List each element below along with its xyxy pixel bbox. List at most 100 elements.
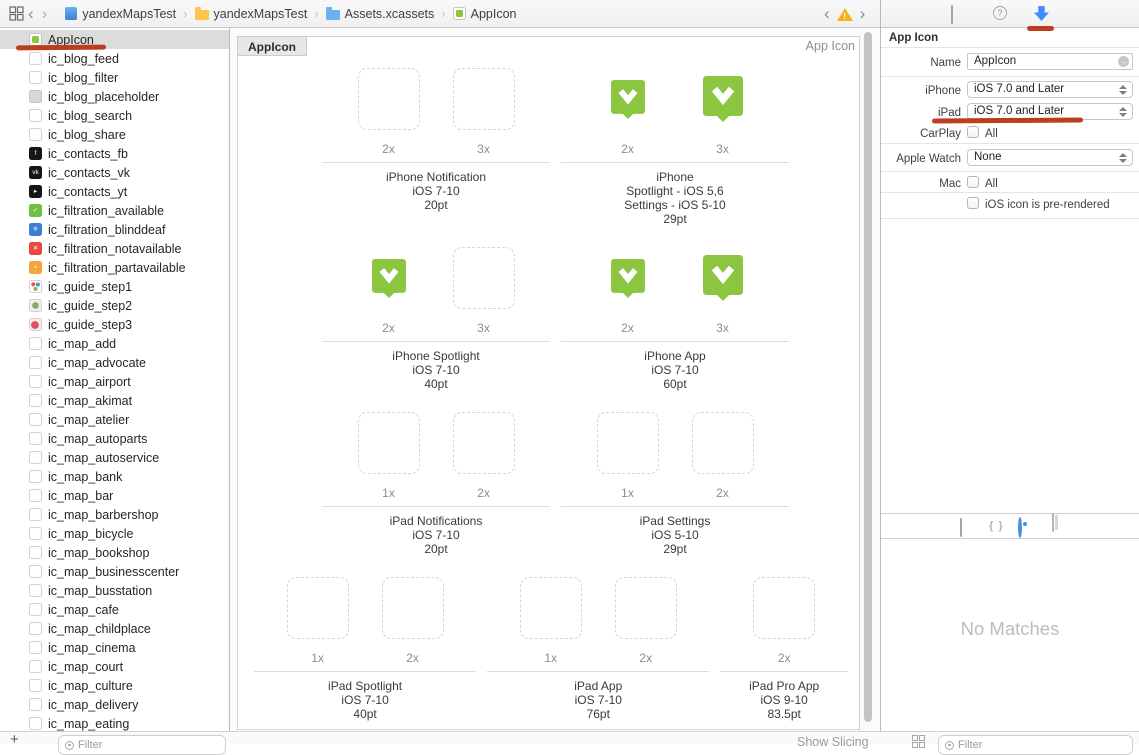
media-library-icon[interactable] xyxy=(1018,517,1022,538)
sidebar-filter-input[interactable]: Filter xyxy=(58,735,226,755)
issue-navigator-controls: ‹ ! › xyxy=(820,0,869,28)
icon-well-empty[interactable] xyxy=(614,577,677,639)
asset-thumbnail-icon xyxy=(29,432,42,445)
mac-checkbox-label: All xyxy=(985,178,998,190)
icon-well-empty[interactable] xyxy=(691,412,754,474)
sidebar-item-ic_guide_step2[interactable]: ic_guide_step2 xyxy=(0,296,229,315)
scale-label: 1x xyxy=(544,651,558,665)
show-slicing-button[interactable]: Show Slicing xyxy=(797,735,869,749)
file-inspector-tab-icon[interactable] xyxy=(951,5,953,24)
sidebar-item-ic_filtration_notavailable[interactable]: ✕ ic_filtration_notavailable xyxy=(0,239,229,258)
slot-group-title: iPad App iOS 7-10 76pt xyxy=(487,679,709,721)
icon-well-empty[interactable] xyxy=(452,247,515,309)
sidebar-item-ic_map_court[interactable]: ic_map_court xyxy=(0,657,229,676)
quick-help-tab-icon[interactable]: ? xyxy=(993,6,1007,20)
sidebar-item-ic_map_add[interactable]: ic_map_add xyxy=(0,334,229,353)
sidebar-item-ic_blog_search[interactable]: ic_blog_search xyxy=(0,106,229,125)
sidebar-item-ic_contacts_yt[interactable]: ▸ ic_contacts_yt xyxy=(0,182,229,201)
breadcrumb-item[interactable]: yandexMapsTest xyxy=(194,7,307,21)
sidebar-item-label: ic_filtration_blinddeaf xyxy=(48,222,166,237)
sidebar-item-ic_filtration_blinddeaf[interactable]: ✳ ic_filtration_blinddeaf xyxy=(0,220,229,239)
sidebar-item-ic_map_atelier[interactable]: ic_map_atelier xyxy=(0,410,229,429)
breadcrumb-item[interactable]: AppIcon xyxy=(452,6,517,21)
sidebar-item-ic_map_eating[interactable]: ic_map_eating xyxy=(0,714,229,733)
breadcrumb-label: AppIcon xyxy=(470,6,517,21)
sidebar-item-ic_contacts_vk[interactable]: vk ic_contacts_vk xyxy=(0,163,229,182)
mac-checkbox[interactable] xyxy=(967,176,979,188)
sidebar-item-ic_map_bookshop[interactable]: ic_map_bookshop xyxy=(0,543,229,562)
go-back-button[interactable]: ‹ xyxy=(28,3,34,23)
sidebar-item-ic_blog_share[interactable]: ic_blog_share xyxy=(0,125,229,144)
related-items-icon[interactable] xyxy=(9,6,24,21)
sidebar-item-ic_map_bicycle[interactable]: ic_map_bicycle xyxy=(0,524,229,543)
sidebar-item-ic_filtration_available[interactable]: ✓ ic_filtration_available xyxy=(0,201,229,220)
sidebar-item-ic_map_bar[interactable]: ic_map_bar xyxy=(0,486,229,505)
icon-well-empty[interactable] xyxy=(596,412,659,474)
app-icon-image[interactable] xyxy=(610,79,645,119)
icon-well-empty[interactable] xyxy=(381,577,444,639)
iphone-dropdown[interactable]: iOS 7.0 and Later xyxy=(967,81,1133,98)
sidebar-item-ic_map_barbershop[interactable]: ic_map_barbershop xyxy=(0,505,229,524)
icon-well-empty[interactable] xyxy=(452,68,515,130)
app-icon-image[interactable] xyxy=(702,255,743,301)
icon-well-empty[interactable] xyxy=(519,577,582,639)
warning-icon[interactable]: ! xyxy=(836,7,853,21)
sidebar-item-ic_blog_placeholder[interactable]: ic_blog_placeholder xyxy=(0,87,229,106)
icon-well-empty[interactable] xyxy=(357,68,420,130)
app-icon-image[interactable] xyxy=(702,76,743,122)
sidebar-item-ic_map_akimat[interactable]: ic_map_akimat xyxy=(0,391,229,410)
sidebar-item-ic_map_cafe[interactable]: ic_map_cafe xyxy=(0,600,229,619)
slot-group-title: iPad Settings iOS 5-10 29pt xyxy=(561,514,789,556)
scale-label: 2x xyxy=(639,651,653,665)
sidebar-item-ic_map_airport[interactable]: ic_map_airport xyxy=(0,372,229,391)
sidebar-item-ic_map_autoservice[interactable]: ic_map_autoservice xyxy=(0,448,229,467)
sidebar-item-ic_map_businesscenter[interactable]: ic_map_businesscenter xyxy=(0,562,229,581)
sidebar-item-ic_map_advocate[interactable]: ic_map_advocate xyxy=(0,353,229,372)
code-snippet-library-icon[interactable]: { } xyxy=(989,520,1004,532)
icon-well-empty[interactable] xyxy=(452,412,515,474)
scrollbar-thumb[interactable] xyxy=(864,32,872,722)
vertical-scrollbar[interactable] xyxy=(864,32,872,722)
icon-well-cell: 2x xyxy=(357,246,421,335)
sidebar-item-ic_contacts_fb[interactable]: f ic_contacts_fb xyxy=(0,144,229,163)
attributes-inspector-tab-icon[interactable] xyxy=(1033,5,1050,27)
add-asset-button[interactable]: + xyxy=(10,731,19,748)
sidebar-item-ic_map_autoparts[interactable]: ic_map_autoparts xyxy=(0,429,229,448)
document-tab[interactable]: AppIcon xyxy=(237,36,307,56)
sidebar-item-ic_blog_filter[interactable]: ic_blog_filter xyxy=(0,68,229,87)
sidebar-item-ic_guide_step1[interactable]: ic_guide_step1 xyxy=(0,277,229,296)
sidebar-item-ic_map_delivery[interactable]: ic_map_delivery xyxy=(0,695,229,714)
apple-watch-dropdown[interactable]: None xyxy=(967,149,1133,166)
breadcrumb-item[interactable]: yandexMapsTest xyxy=(65,7,176,21)
library-grid-view-icon[interactable] xyxy=(912,735,925,753)
app-icon-image[interactable] xyxy=(610,258,645,298)
library-filter-input[interactable]: Filter xyxy=(938,735,1133,755)
file-template-library-icon[interactable] xyxy=(960,518,962,537)
name-field[interactable]: AppIcon → xyxy=(967,53,1133,70)
sidebar-item-ic_map_culture[interactable]: ic_map_culture xyxy=(0,676,229,695)
sidebar-item-ic_map_cinema[interactable]: ic_map_cinema xyxy=(0,638,229,657)
sidebar-item-ic_filtration_partavailable[interactable]: ▪ ic_filtration_partavailable xyxy=(0,258,229,277)
sidebar-item-ic_map_childplace[interactable]: ic_map_childplace xyxy=(0,619,229,638)
icon-well-empty[interactable] xyxy=(357,412,420,474)
next-issue-button[interactable]: › xyxy=(859,4,866,23)
app-icon-image[interactable] xyxy=(371,258,406,298)
icon-well-empty[interactable] xyxy=(286,577,349,639)
sidebar-item-ic_map_bank[interactable]: ic_map_bank xyxy=(0,467,229,486)
goto-arrow-icon[interactable]: → xyxy=(1118,56,1129,67)
previous-issue-button[interactable]: ‹ xyxy=(824,4,830,23)
divider xyxy=(881,218,1139,219)
carplay-checkbox[interactable] xyxy=(967,126,979,138)
sidebar-item-label: ic_map_eating xyxy=(48,716,130,731)
go-forward-button[interactable]: › xyxy=(41,3,48,23)
icon-well-empty[interactable] xyxy=(753,577,816,639)
sidebar-item-ic_blog_feed[interactable]: ic_blog_feed xyxy=(0,49,229,68)
breadcrumb-item[interactable]: Assets.xcassets xyxy=(325,7,434,21)
icon-wells: 1x 2x xyxy=(322,411,550,500)
asset-thumbnail-icon xyxy=(29,508,42,521)
sidebar-item-ic_guide_step3[interactable]: ic_guide_step3 xyxy=(0,315,229,334)
object-library-icon[interactable] xyxy=(1052,513,1054,532)
mac-label: Mac xyxy=(939,178,961,190)
prerendered-checkbox[interactable] xyxy=(967,197,979,209)
sidebar-item-ic_map_busstation[interactable]: ic_map_busstation xyxy=(0,581,229,600)
